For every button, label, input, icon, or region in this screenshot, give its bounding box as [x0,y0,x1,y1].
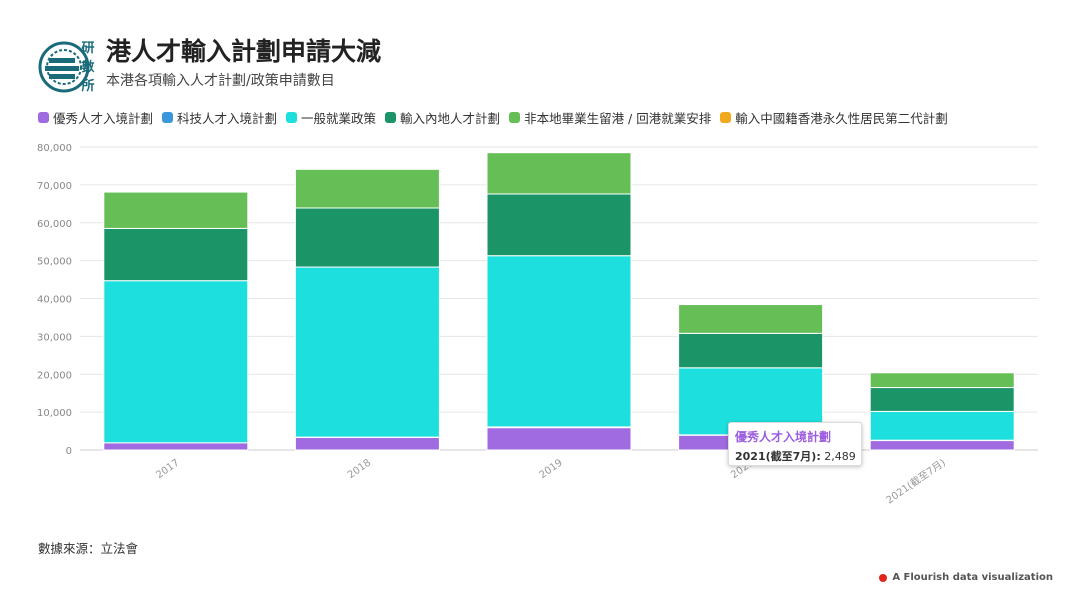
legend-label: 一般就業政策 [301,111,377,126]
y-tick-label: 10,000 [37,408,72,419]
y-tick-label: 60,000 [37,219,72,230]
tooltip-series: 優秀人才入境計劃 [735,430,832,444]
x-tick-label: 2019 [538,457,565,481]
page-subtitle: 本港各項輸入人才計劃/政策申請數目 [106,73,335,89]
logo-text-1: 研 [81,41,94,56]
y-tick-label: 80,000 [37,143,72,154]
x-tick-label: 2018 [346,457,373,481]
legend-label: 科技人才入境計劃 [177,111,278,126]
legend-label: 非本地畢業生留港 / 回港就業安排 [524,111,712,126]
y-tick-label: 40,000 [37,295,72,306]
bar-segment[interactable] [869,372,1015,389]
y-tick-label: 30,000 [37,332,72,343]
data-source: 數據來源：立法會 [38,541,139,556]
legend-item[interactable]: 非本地畢業生留港 / 回港就業安排 [509,108,711,127]
legend-item[interactable]: 優秀人才入境計劃 [38,108,153,127]
legend-swatch [385,112,397,123]
flourish-credit[interactable]: A Flourish data visualization [879,572,1053,583]
bar-segment[interactable] [486,427,632,451]
logo: 研 數 所 [38,41,95,94]
bar-segment[interactable] [103,442,249,451]
flourish-logo-icon [879,573,888,582]
legend-label: 輸入內地人才計劃 [400,111,501,126]
bar-segment[interactable] [869,387,1015,412]
page-title: 港人才輸入計劃申請大減 [106,37,382,66]
bar-segment[interactable] [869,410,1015,441]
legend-item[interactable]: 輸入內地人才計劃 [385,108,500,127]
y-tick-label: 0 [66,446,72,457]
legend-swatch [509,112,521,123]
x-tick-label: 2017 [154,457,181,481]
legend: 優秀人才入境計劃 科技人才入境計劃 一般就業政策 輸入內地人才計劃 非本地畢業生… [38,108,1048,127]
tooltip-value: 2,489 [824,450,856,463]
bar-segment[interactable] [294,168,440,209]
y-tick-label: 20,000 [37,370,72,381]
bar-segment[interactable] [486,255,632,428]
chart-tooltip: 優秀人才入境計劃 2021(截至7月): 2,489 [728,422,862,466]
bar-segment[interactable] [103,227,249,282]
bar-segment[interactable] [103,280,249,444]
bar-segment[interactable] [678,304,824,334]
legend-swatch [720,112,732,123]
logo-text-3: 所 [81,78,94,94]
legend-swatch [162,112,174,123]
tooltip-value-line: 2021(截至7月): 2,489 [735,448,856,464]
bar-segment[interactable] [486,152,632,195]
y-tick-label: 50,000 [37,257,72,268]
legend-item[interactable]: 一般就業政策 [286,108,376,127]
legend-swatch [286,112,298,123]
x-tick-label: 2021(截至7月) [883,456,948,507]
legend-label: 輸入中國籍香港永久性居民第二代計劃 [735,111,948,126]
legend-item[interactable]: 科技人才入境計劃 [162,108,277,127]
bar-segment[interactable] [294,207,440,268]
bar-segment[interactable] [486,193,632,257]
credit-text: A Flourish data visualization [892,572,1053,583]
bar-segment[interactable] [294,266,440,438]
legend-label: 優秀人才入境計劃 [53,111,154,126]
legend-swatch [38,112,49,123]
bar-segment[interactable] [103,191,249,229]
bar-segment[interactable] [869,440,1015,451]
y-tick-label: 70,000 [37,181,72,192]
bar-segment[interactable] [294,437,440,451]
legend-item[interactable]: 輸入中國籍香港永久性居民第二代計劃 [720,108,948,127]
stacked-bar-chart: 0 10,000 20,000 30,000 40,000 50,000 60,000 70,… [37,143,1038,507]
tooltip-category: 2021(截至7月): [735,450,821,463]
bar-segment[interactable] [678,332,824,369]
logo-text-2: 數 [81,59,94,75]
